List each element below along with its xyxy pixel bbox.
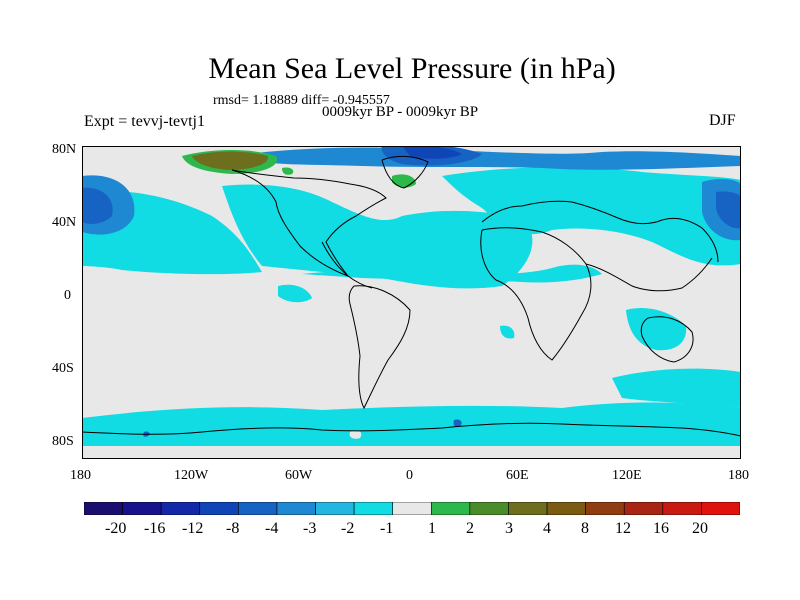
stats-label: rmsd= 1.18889 diff= -0.945557 xyxy=(213,93,390,108)
colorbar-swatch xyxy=(392,502,432,515)
coastlines xyxy=(82,155,741,437)
aleutian-low-dark xyxy=(82,187,113,224)
alaska-high-olive xyxy=(192,151,269,170)
experiment-label: Expt = tevvj-tevtj1 xyxy=(84,113,205,130)
period-label: 0009kyr BP - 0009kyr BP xyxy=(322,104,479,120)
pacific-east-dark xyxy=(716,191,741,229)
lon-tick-180e: 180 xyxy=(728,468,749,483)
colorbar-label: 1 xyxy=(428,520,436,537)
lon-tick-60e: 60E xyxy=(506,468,529,483)
african-east-light xyxy=(500,325,515,339)
colorbar-label: -3 xyxy=(303,520,317,537)
tropical-atlantic-light xyxy=(302,264,602,283)
eurasia-light xyxy=(442,167,741,266)
colorbar-label: 4 xyxy=(543,520,551,537)
colorbar-label: 20 xyxy=(692,520,708,537)
colorbar-swatch xyxy=(276,502,316,515)
colorbar-label: -2 xyxy=(341,520,355,537)
colorbar-swatch xyxy=(508,502,548,515)
colorbar-swatch xyxy=(546,502,586,515)
colorbar-swatch xyxy=(430,502,471,515)
antarctic-speck xyxy=(349,430,362,439)
colorbar-swatch xyxy=(585,502,625,515)
colorbar-label: -12 xyxy=(182,520,204,537)
colorbar-label: 16 xyxy=(653,520,669,537)
colorbar-swatch xyxy=(238,502,278,515)
colorbar-swatch xyxy=(353,502,394,515)
pressure-map xyxy=(82,146,741,459)
colorbar-swatch xyxy=(84,502,123,515)
asia-coast xyxy=(585,257,713,292)
colorbar-label: -20 xyxy=(105,520,127,537)
lat-tick-40s: 40S xyxy=(52,361,74,376)
europe-coast xyxy=(481,200,719,263)
southern-ocean-band xyxy=(82,402,741,446)
colorbar-swatch xyxy=(160,502,201,515)
lat-tick-80s: 80S xyxy=(52,434,74,449)
antarctic-speck xyxy=(453,419,462,427)
north-america-light xyxy=(222,184,533,289)
colorbar-swatch xyxy=(315,502,355,515)
colorbar-swatch xyxy=(199,502,239,515)
lon-tick-60w: 60W xyxy=(285,468,313,483)
colorbar-label: -4 xyxy=(265,520,279,537)
south-america-light xyxy=(278,284,312,303)
lat-tick-40n: 40N xyxy=(52,215,77,230)
colorbar-label: -8 xyxy=(226,520,240,537)
colorbar xyxy=(84,502,740,515)
arctic-blue xyxy=(232,147,741,170)
africa-coast xyxy=(480,227,592,361)
southern-indian-band xyxy=(612,368,741,408)
page-title: Mean Sea Level Pressure (in hPa) xyxy=(208,52,616,85)
colorbar-label: 8 xyxy=(581,520,589,537)
greenland-low-deep xyxy=(402,146,462,159)
north-america-coast xyxy=(231,169,387,278)
map-frame xyxy=(82,146,741,459)
arctic-green xyxy=(282,167,294,175)
lon-tick-120w: 120W xyxy=(174,468,209,483)
season-label: DJF xyxy=(709,112,736,129)
lat-tick-80n: 80N xyxy=(52,142,77,157)
colorbar-swatch xyxy=(701,502,740,515)
lon-tick-120e: 120E xyxy=(612,468,642,483)
colorbar-label: -16 xyxy=(144,520,166,537)
colorbar-label: -1 xyxy=(380,520,394,537)
colorbar-label: 2 xyxy=(466,520,474,537)
south-america-coast xyxy=(348,285,411,410)
colorbar-swatch xyxy=(122,502,162,515)
colorbar-label: 12 xyxy=(615,520,631,537)
australia-coast xyxy=(640,316,694,363)
greenland-coast xyxy=(381,155,429,189)
colorbar-swatch xyxy=(469,502,509,515)
colorbar-swatch xyxy=(623,502,664,515)
lon-tick-180w: 180 xyxy=(70,468,91,483)
colorbar-swatch xyxy=(662,502,702,515)
lon-tick-0: 0 xyxy=(406,468,413,483)
antarctica-coast xyxy=(82,422,741,437)
colorbar-label: 3 xyxy=(505,520,513,537)
lat-tick-eq: 0 xyxy=(64,288,71,303)
